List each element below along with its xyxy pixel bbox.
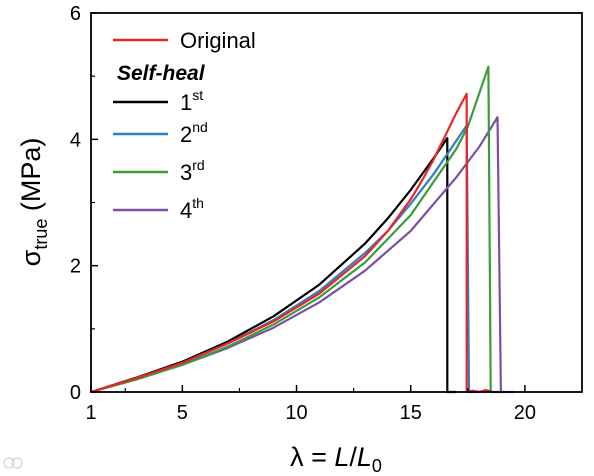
x-tick-label-2: 10 — [285, 402, 307, 424]
x-tick-label-4: 20 — [514, 402, 536, 424]
series-line-3 — [90, 65, 505, 394]
y-tick-label-1: 2 — [70, 256, 81, 278]
y-tick-label-2: 4 — [70, 129, 81, 151]
legend-label-3: 3rd — [180, 157, 205, 185]
legend-label-1: 1st — [180, 87, 203, 115]
legend-label-4: 4th — [180, 195, 204, 223]
legend-label-0: Original — [180, 28, 256, 53]
watermark — [3, 457, 23, 469]
x-tick-label-1: 5 — [177, 402, 188, 424]
y-tick-label-3: 6 — [70, 3, 81, 25]
series-line-1 — [90, 137, 457, 394]
x-tick-label-0: 1 — [85, 402, 96, 424]
legend: Original 1st 2nd 3rd 4th Self-heal — [113, 28, 256, 223]
y-axis-label: σtrue (MPa) — [16, 138, 51, 267]
x-tick-label-3: 15 — [400, 402, 422, 424]
x-axis-label: λ = L/L0 — [290, 442, 382, 476]
series-line-0 — [90, 92, 494, 394]
y-tick-label-0: 0 — [70, 382, 81, 404]
legend-label-2: 2nd — [180, 119, 208, 147]
legend-header: Self-heal — [117, 62, 206, 85]
series-layer — [90, 65, 514, 394]
